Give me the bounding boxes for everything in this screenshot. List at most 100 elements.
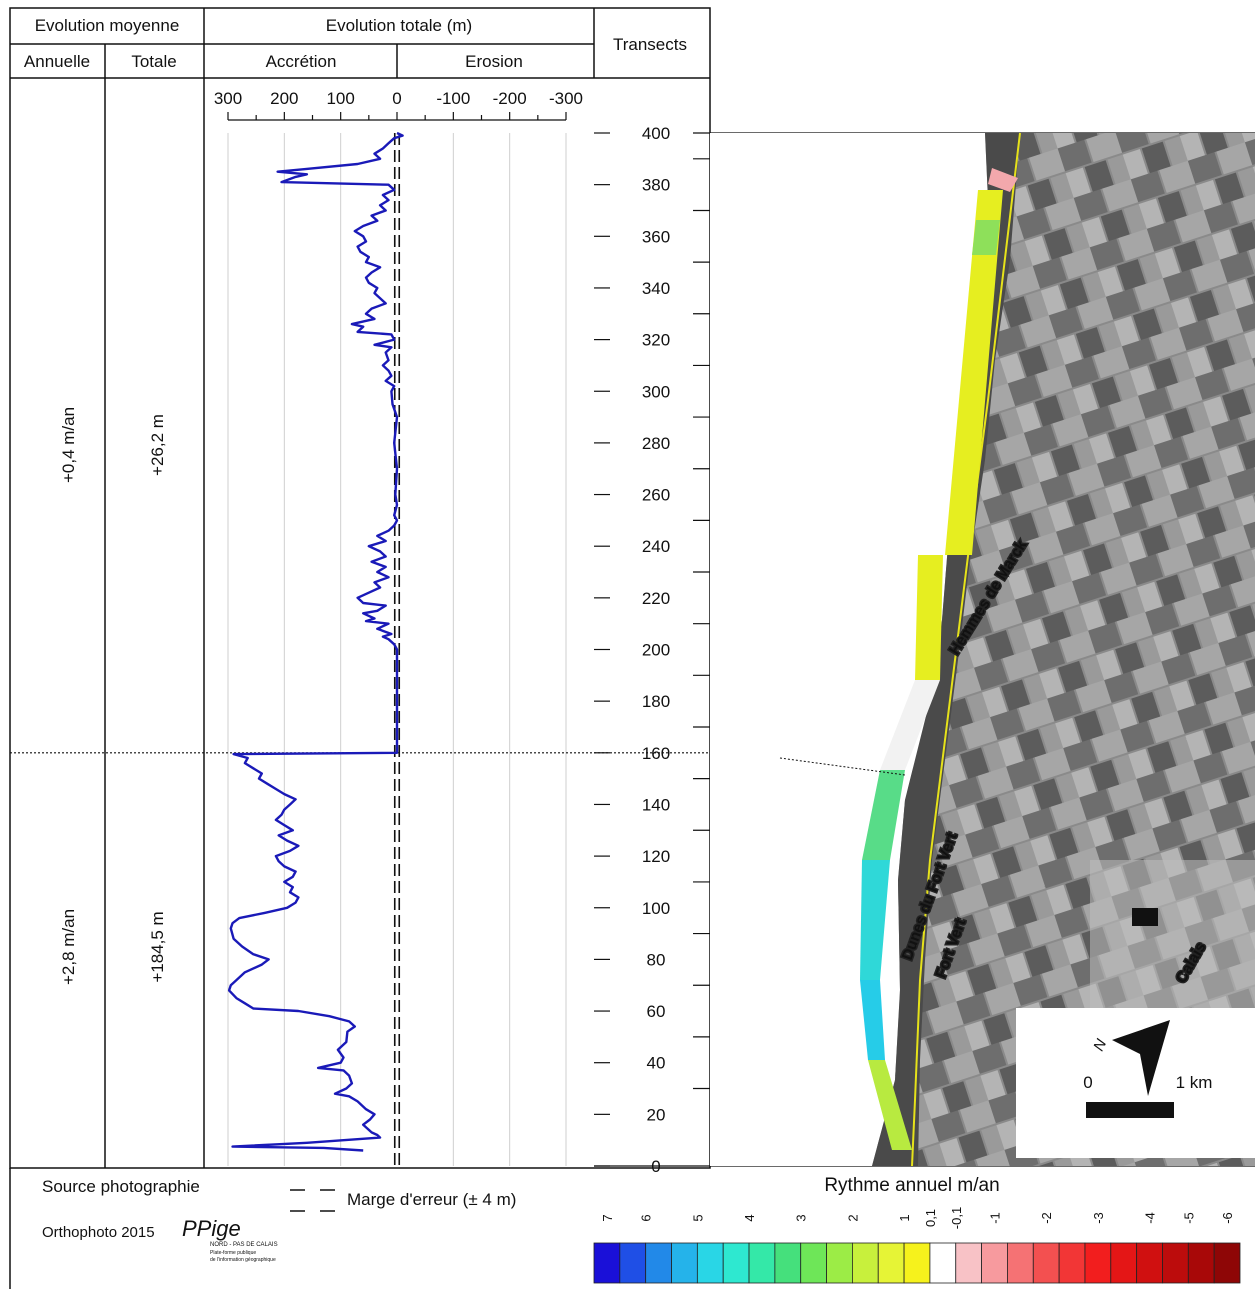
scale-bar [1086,1102,1174,1118]
transect-tick-label: 380 [642,176,670,195]
colorbar-swatch [1084,1242,1112,1284]
header-transects: Transects [613,35,687,54]
colorbar-label: -6 [1220,1212,1235,1224]
colorbar-label: 5 [690,1214,705,1221]
scale-box [1016,1008,1255,1158]
transect-tick-label: 40 [647,1054,666,1073]
north-arrow-icon [1112,1020,1170,1096]
x-tick-label: 100 [326,89,354,108]
colorbar-label: -2 [1039,1212,1054,1224]
rythme-title: Rythme annuel m/an [824,1175,999,1196]
colorbar-label: 7 [600,1214,615,1221]
colorbar-swatch [722,1242,750,1284]
colorbar-label: 2 [845,1214,860,1221]
colorbar-swatch [1213,1242,1241,1284]
transect-tick-label: 400 [642,124,670,143]
colorbar-label: -5 [1181,1212,1196,1224]
colorbar-label: 3 [794,1214,809,1221]
colorbar-swatch [981,1242,1008,1284]
transect-tick-label: 280 [642,434,670,453]
rate-band-yellow-north [945,190,1003,555]
colorbar-swatch [748,1242,776,1284]
transect-tick-label: 260 [642,486,670,505]
x-tick-label: 300 [214,89,242,108]
colorbar-swatch [903,1242,931,1284]
lake [1132,908,1158,926]
x-tick-label: 200 [270,89,298,108]
orthophoto-label: Orthophoto 2015 [42,1224,155,1241]
upper-annual-rate: +0,4 m/an [59,407,78,483]
coast-outline [911,132,1021,1167]
colorbar-swatch [1110,1242,1138,1284]
rate-band-cyan2-south [860,980,885,1060]
transect-tick-label: 360 [642,227,670,246]
series-line-0 [227,131,404,1152]
transect-tick-label: 80 [647,950,666,969]
colorbar-label: 0,1 [923,1209,938,1227]
lower-total-change: +184,5 m [148,911,167,982]
colorbar-label: -4 [1143,1212,1158,1224]
colorbar-swatch [1136,1242,1163,1284]
header-annuelle: Annuelle [24,52,90,71]
rate-colorbar [593,1242,1241,1284]
ppige-logo-sub3: de l'information géographique [210,1257,276,1263]
colorbar-swatch [1032,1242,1060,1284]
colorbar-swatch [671,1242,698,1284]
upper-total-change: +26,2 m [148,414,167,476]
transect-tick-label: 220 [642,589,670,608]
header-accretion: Accrétion [266,52,337,71]
source-label: Source photographie [42,1177,200,1196]
x-tick-label: -200 [493,89,527,108]
orthophoto-map: Hemmes de Marck Dunes du Fort Vert Fort … [710,132,1255,1167]
ppige-logo: PPige NORD - PAS DE CALAIS Plate-forme p… [182,1216,278,1263]
colorbar-label: -0,1 [949,1207,964,1229]
colorbar-swatch [877,1242,905,1284]
colorbar-swatch [826,1242,853,1284]
ppige-logo-sub1: NORD - PAS DE CALAIS [210,1242,278,1248]
colorbar-label: -1 [988,1212,1003,1224]
table-frame [9,7,711,1169]
error-margin-band [393,133,401,1166]
transect-tick-label: 320 [642,331,670,350]
transect-tick-label: 140 [642,795,670,814]
x-axis: 300 200 100 0 -100 -200 -300 [214,89,583,121]
colorbar-swatch [929,1242,957,1284]
x-tick-label: -100 [436,89,470,108]
ppige-logo-sub2: Plate-forme publique [210,1250,256,1256]
colorbar-label: 6 [639,1214,654,1221]
transect-tick-label: 340 [642,279,670,298]
rate-band-green-north [972,220,1000,255]
rate-band-green-south [862,770,905,860]
chart-series [227,131,404,1152]
colorbar-label: -3 [1091,1212,1106,1224]
x-tick-label: -300 [549,89,583,108]
chart-gridlines [227,133,567,1166]
transect-tick-label: 240 [642,537,670,556]
colorbar-label: 1 [897,1214,912,1221]
scale-zero: 0 [1083,1073,1092,1092]
error-margin-label: Marge d'erreur (± 4 m) [347,1190,516,1209]
error-margin-legend [290,1189,335,1212]
transect-tick-label: 120 [642,847,670,866]
colorbar-swatch [696,1242,724,1284]
transect-tick-label: 300 [642,382,670,401]
colorbar-swatch [1187,1242,1215,1284]
transect-tick-label: 20 [647,1105,666,1124]
colorbar-swatch [1007,1242,1034,1284]
colorbar-swatch [774,1242,802,1284]
colorbar-labels: 7 6 5 4 3 2 1 0,1 -0,1 -1 -2 -3 -4 -5 -6 [600,1207,1235,1229]
rate-band-gap [880,680,940,770]
colorbar-swatch [593,1242,621,1284]
colorbar-label: 4 [742,1214,757,1221]
colorbar-swatch [1162,1242,1189,1284]
colorbar-swatch [852,1242,879,1284]
colorbar-swatch [619,1242,647,1284]
scale-one-km: 1 km [1176,1073,1213,1092]
colorbar-swatch [800,1242,827,1284]
x-tick-label: 0 [392,89,401,108]
rate-band-cyan-south [860,860,890,980]
header-erosion: Erosion [465,52,523,71]
header-evolution-totale: Evolution totale (m) [326,16,472,35]
rate-band-green2-south [868,1060,912,1150]
